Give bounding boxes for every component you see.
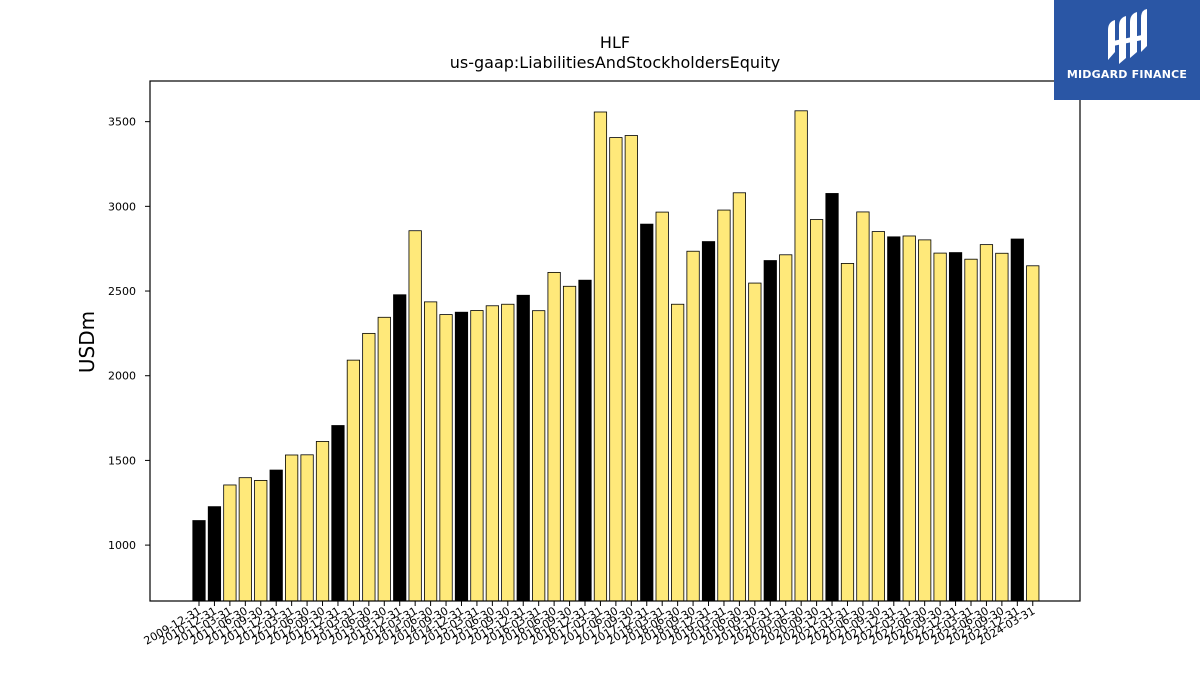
brand-name: MIDGARD FINANCE xyxy=(1066,68,1188,81)
bar-2011-06-30 xyxy=(238,477,252,602)
bar-2016-09-30 xyxy=(562,285,577,602)
x-axis: 2009-12-312010-12-312011-03-312011-06-30… xyxy=(142,601,1037,648)
bar-2021-09-30 xyxy=(871,231,885,602)
bar-2012-09-30 xyxy=(315,441,330,602)
bar-2021-03-31 xyxy=(840,263,855,602)
bar-2012-06-30 xyxy=(300,454,314,602)
bar-2014-12-31 xyxy=(454,311,469,602)
bar-2011-12-31 xyxy=(269,469,283,602)
y-tick-label: 1500 xyxy=(108,454,136,467)
bar-2020-03-31 xyxy=(779,254,793,602)
bar-2021-06-30 xyxy=(856,211,870,602)
y-axis-label: USDm xyxy=(75,311,99,373)
chart-subtitle: us-gaap:LiabilitiesAndStockholdersEquity xyxy=(450,53,781,72)
plot-frame xyxy=(149,80,1081,602)
bar-2011-09-30 xyxy=(254,479,268,602)
bar-2009-12-31 xyxy=(192,520,206,602)
bar-2012-12-31 xyxy=(331,425,345,602)
bar-2013-03-31 xyxy=(346,359,361,602)
bar-2022-03-31 xyxy=(902,235,916,602)
bar-2017-03-31 xyxy=(593,111,608,602)
bar-2021-12-31 xyxy=(887,236,901,602)
bar-2013-12-31 xyxy=(393,294,407,602)
bar-2023-09-30 xyxy=(995,252,1009,602)
bar-2019-03-31 xyxy=(717,209,731,602)
bar-2024-03-31 xyxy=(1026,265,1040,602)
bar-2011-03-31 xyxy=(223,484,237,602)
y-axis: 1000 1500 2000 2500 3000 3500 xyxy=(108,116,150,552)
bar-2010-12-31 xyxy=(207,506,222,602)
y-tick-label: 1000 xyxy=(108,539,136,552)
bar-2020-06-30 xyxy=(794,110,808,602)
bar-2012-03-31 xyxy=(285,454,299,602)
bar-2015-09-30 xyxy=(501,303,515,602)
bar-2017-12-31 xyxy=(640,223,654,602)
bar-2022-06-30 xyxy=(918,239,932,602)
bar-2013-06-30 xyxy=(362,332,376,602)
bars-group xyxy=(192,110,1040,602)
bar-2018-09-30 xyxy=(686,250,700,602)
bar-2018-06-30 xyxy=(671,303,685,602)
y-tick-label: 3000 xyxy=(108,200,136,213)
brand-logo: MIDGARD FINANCE xyxy=(1054,0,1200,100)
bar-2019-09-30 xyxy=(748,282,762,602)
bar-2013-09-30 xyxy=(377,316,391,602)
bar-2015-03-31 xyxy=(470,310,484,602)
midgard-logo-icon xyxy=(1108,9,1147,64)
bar-2023-12-31 xyxy=(1010,238,1024,602)
bar-2017-09-30 xyxy=(624,135,638,602)
y-tick-label: 2500 xyxy=(108,285,136,298)
chart-title: HLF xyxy=(600,33,630,52)
bar-2018-12-31 xyxy=(701,241,716,602)
bar-2023-03-31 xyxy=(964,258,978,602)
bar-2020-12-31 xyxy=(825,193,839,602)
bar-2016-06-30 xyxy=(547,271,561,602)
bar-2015-06-30 xyxy=(485,305,499,602)
bar-2017-06-30 xyxy=(609,137,623,602)
bar-2019-12-31 xyxy=(763,260,777,602)
bar-2020-09-30 xyxy=(810,219,824,602)
bar-2018-03-31 xyxy=(655,211,669,602)
bar-2022-09-30 xyxy=(933,252,947,602)
bar-2019-06-30 xyxy=(732,192,747,602)
bar-2016-03-31 xyxy=(532,310,546,602)
bar-2016-12-31 xyxy=(578,279,592,602)
y-tick-label: 2000 xyxy=(108,370,136,383)
bar-2014-03-31 xyxy=(408,230,422,602)
bar-2015-12-31 xyxy=(516,294,530,602)
bar-2023-06-30 xyxy=(979,244,994,602)
y-tick-label: 3500 xyxy=(108,116,136,129)
bar-2014-06-30 xyxy=(423,301,438,602)
bar-2022-12-31 xyxy=(948,252,963,602)
bar-2014-09-30 xyxy=(439,314,453,602)
